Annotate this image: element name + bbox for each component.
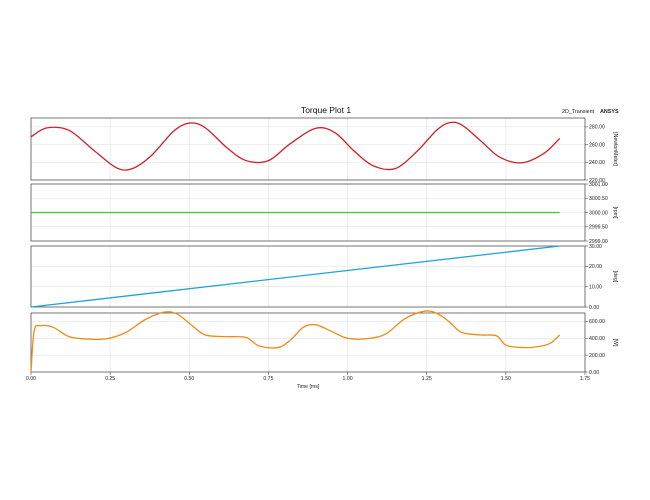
source-label: 2D_Transient bbox=[562, 109, 595, 115]
series-line-4 bbox=[30, 310, 561, 373]
y-tick-label: 0.00 bbox=[589, 305, 599, 311]
x-axis-label: Time [ms] bbox=[297, 384, 320, 390]
y-axis-label: [rpm] bbox=[612, 207, 618, 219]
x-tick-label: 1.75 bbox=[580, 376, 590, 382]
shared-x-axis: 0.00 0.25 0.50 0.75 1.00 1.25 1.50 1.75 bbox=[26, 372, 590, 382]
y-axis-label: [deg] bbox=[612, 271, 618, 283]
y-tick-label: 0.00 bbox=[589, 370, 599, 376]
y-tick-label: 20.00 bbox=[589, 264, 602, 270]
subplot-1: 280.00 260.00 240.00 220.00 [NewtonMeter] bbox=[30, 117, 618, 184]
subplot-4: 600.00 400.00 200.00 0.00 [W] bbox=[30, 310, 618, 376]
x-tick-label: 0.25 bbox=[105, 376, 115, 382]
y-tick-label: 2999.00 bbox=[589, 239, 608, 245]
subplot-3: 30.00 20.00 10.00 0.00 [deg] bbox=[30, 244, 618, 311]
plot-frame bbox=[30, 245, 586, 308]
x-tick-label: 0.00 bbox=[26, 376, 36, 382]
y-tick-label: 200.00 bbox=[589, 353, 605, 359]
y-tick-label: 3001.00 bbox=[589, 182, 608, 188]
y-tick-label: 600.00 bbox=[589, 319, 605, 325]
x-tick-label: 1.50 bbox=[501, 376, 511, 382]
y-tick-label: 220.00 bbox=[589, 178, 605, 184]
series-line-3 bbox=[30, 245, 560, 308]
subplot-2: 3001.00 3000.50 3000.00 2999.50 2999.00 [rpm] bbox=[30, 182, 618, 245]
subplots: 280.00 260.00 240.00 220.00 [NewtonMeter] 300… bbox=[30, 117, 618, 376]
x-tick-label: 1.25 bbox=[422, 376, 432, 382]
x-tick-label: 0.75 bbox=[263, 376, 273, 382]
y-tick-label: 2999.50 bbox=[589, 225, 608, 231]
y-tick-label: 280.00 bbox=[589, 125, 605, 131]
chart-title: Torque Plot 1 bbox=[301, 105, 351, 115]
y-tick-label: 3000.00 bbox=[589, 210, 608, 216]
plot-frame bbox=[30, 117, 586, 181]
y-tick-label: 10.00 bbox=[589, 284, 602, 290]
y-axis-label: [W] bbox=[612, 339, 618, 347]
plot-frame bbox=[30, 312, 586, 373]
y-axis-label: [NewtonMeter] bbox=[612, 132, 618, 166]
brand-label: ANSYS bbox=[600, 109, 619, 115]
y-tick-label: 400.00 bbox=[589, 336, 605, 342]
series-line-1 bbox=[30, 121, 561, 171]
y-tick-label: 3000.50 bbox=[589, 196, 608, 202]
x-tick-label: 0.50 bbox=[184, 376, 194, 382]
y-tick-label: 260.00 bbox=[589, 142, 605, 148]
y-tick-label: 30.00 bbox=[589, 244, 602, 250]
x-tick-label: 1.00 bbox=[343, 376, 353, 382]
y-tick-label: 240.00 bbox=[589, 160, 605, 166]
